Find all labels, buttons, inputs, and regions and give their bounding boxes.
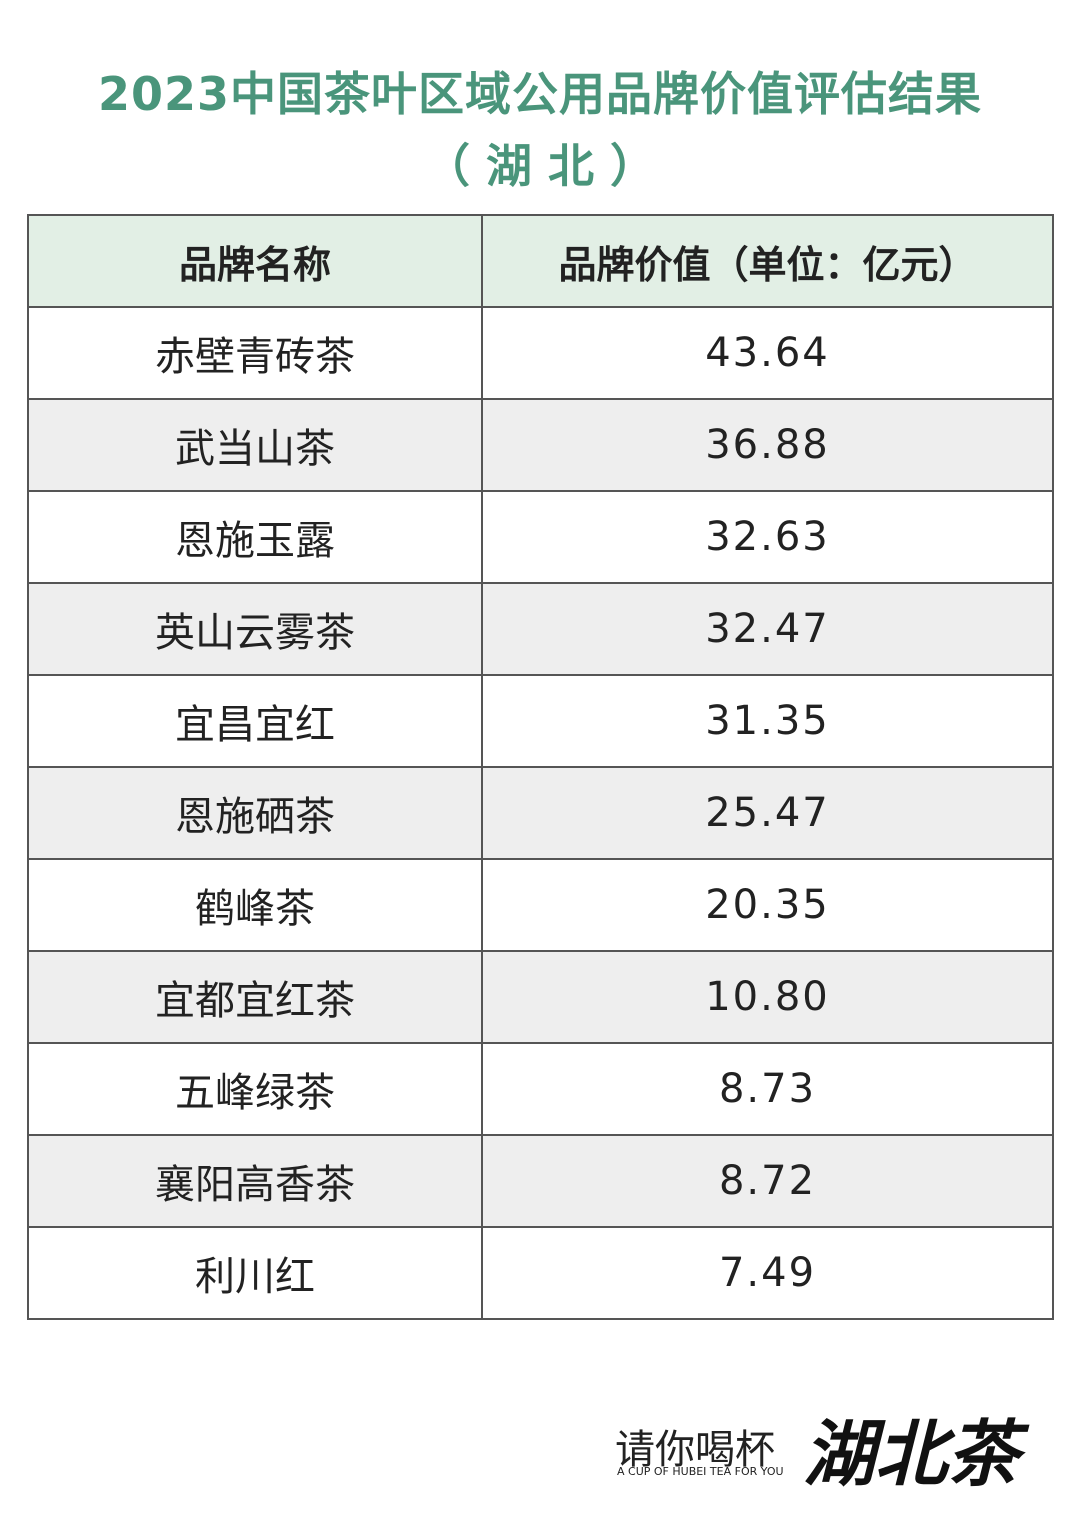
brand-name: 恩施玉露 xyxy=(27,490,483,584)
brand-name: 武当山茶 xyxy=(27,398,483,492)
table-row: 英山云雾茶 32.47 xyxy=(27,582,1054,676)
brand-value: 32.63 xyxy=(481,490,1054,584)
column-header: 品牌价值（单位：亿元） xyxy=(481,214,1054,308)
header-row: 品牌名称 品牌价值（单位：亿元） xyxy=(27,214,1054,308)
brand-value: 36.88 xyxy=(481,398,1054,492)
brand-table: 品牌名称 品牌价值（单位：亿元） 赤壁青砖茶 43.64 武当山茶 36.88 恩施玉露… xyxy=(27,214,1054,1320)
brand-name: 襄阳高香茶 xyxy=(27,1134,483,1228)
footer: 请你喝杯 A CUP OF HUBEI TEA FOR YOU 湖北茶 xyxy=(615,1395,1035,1496)
brand-name: 五峰绿茶 xyxy=(27,1042,483,1136)
table-row: 五峰绿茶 8.73 xyxy=(27,1042,1054,1136)
title: 2023中国茶叶区域公用品牌价值评估结果 xyxy=(97,67,983,121)
brand-name: 鹤峰茶 xyxy=(27,858,483,952)
brand-value: 7.49 xyxy=(481,1226,1054,1320)
slogan: 请你喝杯 xyxy=(615,1427,775,1473)
table-row: 武当山茶 36.88 xyxy=(27,398,1054,492)
table-body: 赤壁青砖茶 43.64 武当山茶 36.88 恩施玉露 32.63 英山云雾茶 32.47 宜昌… xyxy=(27,306,1054,1320)
brand-value: 31.35 xyxy=(481,674,1054,768)
brand-name: 恩施硒茶 xyxy=(27,766,483,860)
brand-name: 利川红 xyxy=(27,1226,483,1320)
table-row: 恩施硒茶 25.47 xyxy=(27,766,1054,860)
brand-value: 43.64 xyxy=(481,306,1054,400)
table-row: 鹤峰茶 20.35 xyxy=(27,858,1054,952)
table-row: 宜都宜红茶 10.80 xyxy=(27,950,1054,1044)
brand-value: 25.47 xyxy=(481,766,1054,860)
brand-name: 宜昌宜红 xyxy=(27,674,483,768)
brand-logo: 湖北茶 xyxy=(803,1412,1020,1496)
table-row: 襄阳高香茶 8.72 xyxy=(27,1134,1054,1228)
brand-value: 32.47 xyxy=(481,582,1054,676)
brand-value: 20.35 xyxy=(481,858,1054,952)
brand-name: 英山云雾茶 xyxy=(27,582,483,676)
slogan-english: A CUP OF HUBEI TEA FOR YOU xyxy=(617,1465,784,1478)
brand-name: 宜都宜红茶 xyxy=(27,950,483,1044)
column-header: 品牌名称 xyxy=(27,214,483,308)
table-row: 宜昌宜红 31.35 xyxy=(27,674,1054,768)
brand-value: 10.80 xyxy=(481,950,1054,1044)
table-row: 利川红 7.49 xyxy=(27,1226,1054,1320)
brand-name: 赤壁青砖茶 xyxy=(27,306,483,400)
subtitle: （ 湖 北 ） xyxy=(423,139,657,193)
brand-value: 8.73 xyxy=(481,1042,1054,1136)
table-row: 恩施玉露 32.63 xyxy=(27,490,1054,584)
table-row: 赤壁青砖茶 43.64 xyxy=(27,306,1054,400)
brand-value: 8.72 xyxy=(481,1134,1054,1228)
